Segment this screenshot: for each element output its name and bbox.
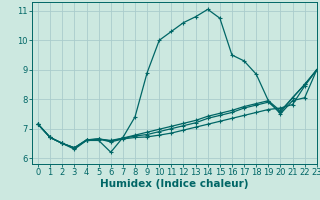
X-axis label: Humidex (Indice chaleur): Humidex (Indice chaleur) — [100, 179, 249, 189]
